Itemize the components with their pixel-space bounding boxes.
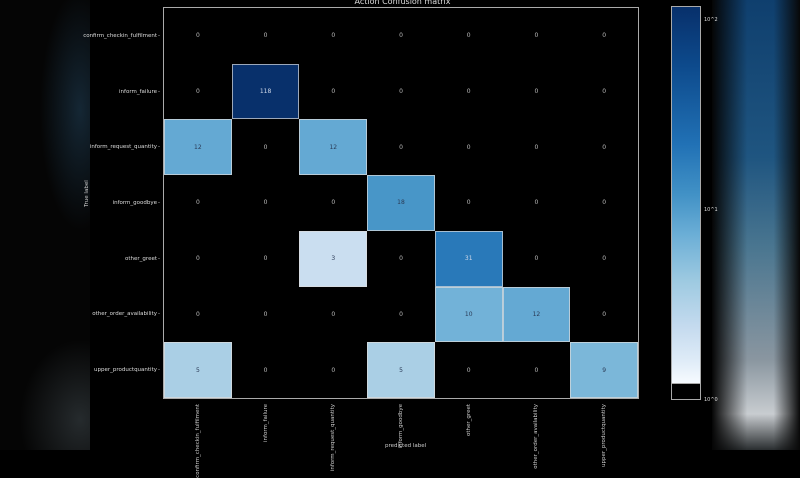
colorbar	[671, 6, 701, 400]
matrix-cell: 0	[466, 366, 471, 374]
y-tick-label: confirm_checkin_fulfilment	[83, 33, 160, 39]
x-tick-label: upper_productquantity	[601, 404, 608, 467]
matrix-cell: 5	[164, 342, 232, 398]
matrix-cell: 0	[534, 32, 539, 40]
matrix-cell: 12	[164, 119, 232, 176]
colorbar-empty-region	[672, 383, 700, 399]
x-tick-label: other_order_availability	[533, 404, 540, 469]
matrix-cell: 0	[331, 366, 336, 374]
matrix-cell: 9	[570, 342, 638, 398]
chart-title: Action Confusion matrix	[354, 0, 451, 6]
matrix-cell: 0	[331, 32, 336, 40]
matrix-cell: 0	[263, 310, 268, 318]
y-tick-label: inform_goodbye	[113, 200, 160, 206]
matrix-cell: 0	[534, 255, 539, 263]
matrix-cell: 0	[534, 199, 539, 207]
matrix-cell: 0	[195, 255, 200, 263]
matrix-cell: 0	[466, 143, 471, 151]
matrix-cell: 0	[399, 88, 403, 96]
matrix-cell: 31	[434, 230, 503, 287]
matrix-cell: 0	[399, 255, 403, 263]
matrix-cell: 0	[534, 366, 539, 374]
confusion-matrix-plot: 0 0 0 0 0 0 0 0 118 0 0 0 0 0 12 0 12 0 0 0 0 0 0 0 18 0 0 0 0 0 3 0 31 0…	[163, 7, 639, 399]
y-tick-label: inform_failure	[119, 89, 160, 95]
x-tick-label: confirm_checkin_fulfilment	[194, 404, 201, 478]
x-tick-label: inform_goodbye	[398, 404, 404, 449]
matrix-cell: 12	[299, 119, 368, 176]
background-left	[0, 0, 90, 450]
matrix-cell: 0	[195, 32, 200, 40]
matrix-cell: 0	[263, 255, 268, 263]
x-tick-label: inform_failure	[262, 404, 269, 442]
matrix-cell: 3	[299, 230, 368, 287]
matrix-cell: 118	[231, 63, 300, 120]
matrix-cell: 0	[602, 88, 607, 96]
matrix-cell: 18	[367, 175, 435, 231]
matrix-cell: 0	[263, 366, 268, 374]
matrix-cell: 0	[602, 310, 607, 318]
matrix-cell: 0	[263, 199, 268, 207]
matrix-cell: 0	[602, 255, 607, 263]
x-axis-title: predicted label	[385, 443, 427, 449]
matrix-cell: 0	[602, 32, 607, 40]
matrix-cell: 0	[466, 32, 471, 40]
matrix-cell: 0	[534, 88, 539, 96]
y-tick-label: inform_request_quantity	[90, 144, 160, 150]
matrix-cell: 0	[602, 143, 607, 151]
y-axis-title: True label	[84, 180, 90, 207]
x-tick-label: other_greet	[465, 404, 472, 436]
matrix-cell: 0	[331, 88, 336, 96]
matrix-cell: 0	[195, 310, 200, 318]
matrix-cell: 0	[466, 199, 471, 207]
matrix-cell: 0	[466, 88, 471, 96]
matrix-cell: 0	[331, 199, 336, 207]
matrix-cell: 10	[434, 286, 503, 343]
y-tick-label: other_greet	[125, 256, 160, 262]
matrix-cell: 12	[502, 286, 571, 343]
matrix-cell: 0	[399, 310, 403, 318]
matrix-cell: 0	[263, 143, 268, 151]
matrix-cell: 0	[399, 143, 403, 151]
matrix-cell: 5	[367, 342, 435, 398]
matrix-cell: 0	[331, 310, 336, 318]
colorbar-tick-min: 10^0	[704, 397, 718, 403]
matrix-cell: 0	[195, 199, 200, 207]
matrix-cell: 0	[399, 32, 403, 40]
y-tick-label: upper_productquantity	[94, 367, 160, 373]
colorbar-tick-max: 10^2	[704, 17, 718, 23]
x-tick-label: inform_request_quantity	[330, 404, 337, 472]
y-tick-label: other_order_availability	[92, 311, 160, 317]
matrix-cell: 0	[263, 32, 268, 40]
colorbar-tick-mid: 10^1	[704, 207, 718, 213]
matrix-cell: 0	[534, 143, 539, 151]
background-right	[712, 0, 800, 450]
matrix-cell: 0	[195, 88, 200, 96]
matrix-cell: 0	[602, 199, 607, 207]
